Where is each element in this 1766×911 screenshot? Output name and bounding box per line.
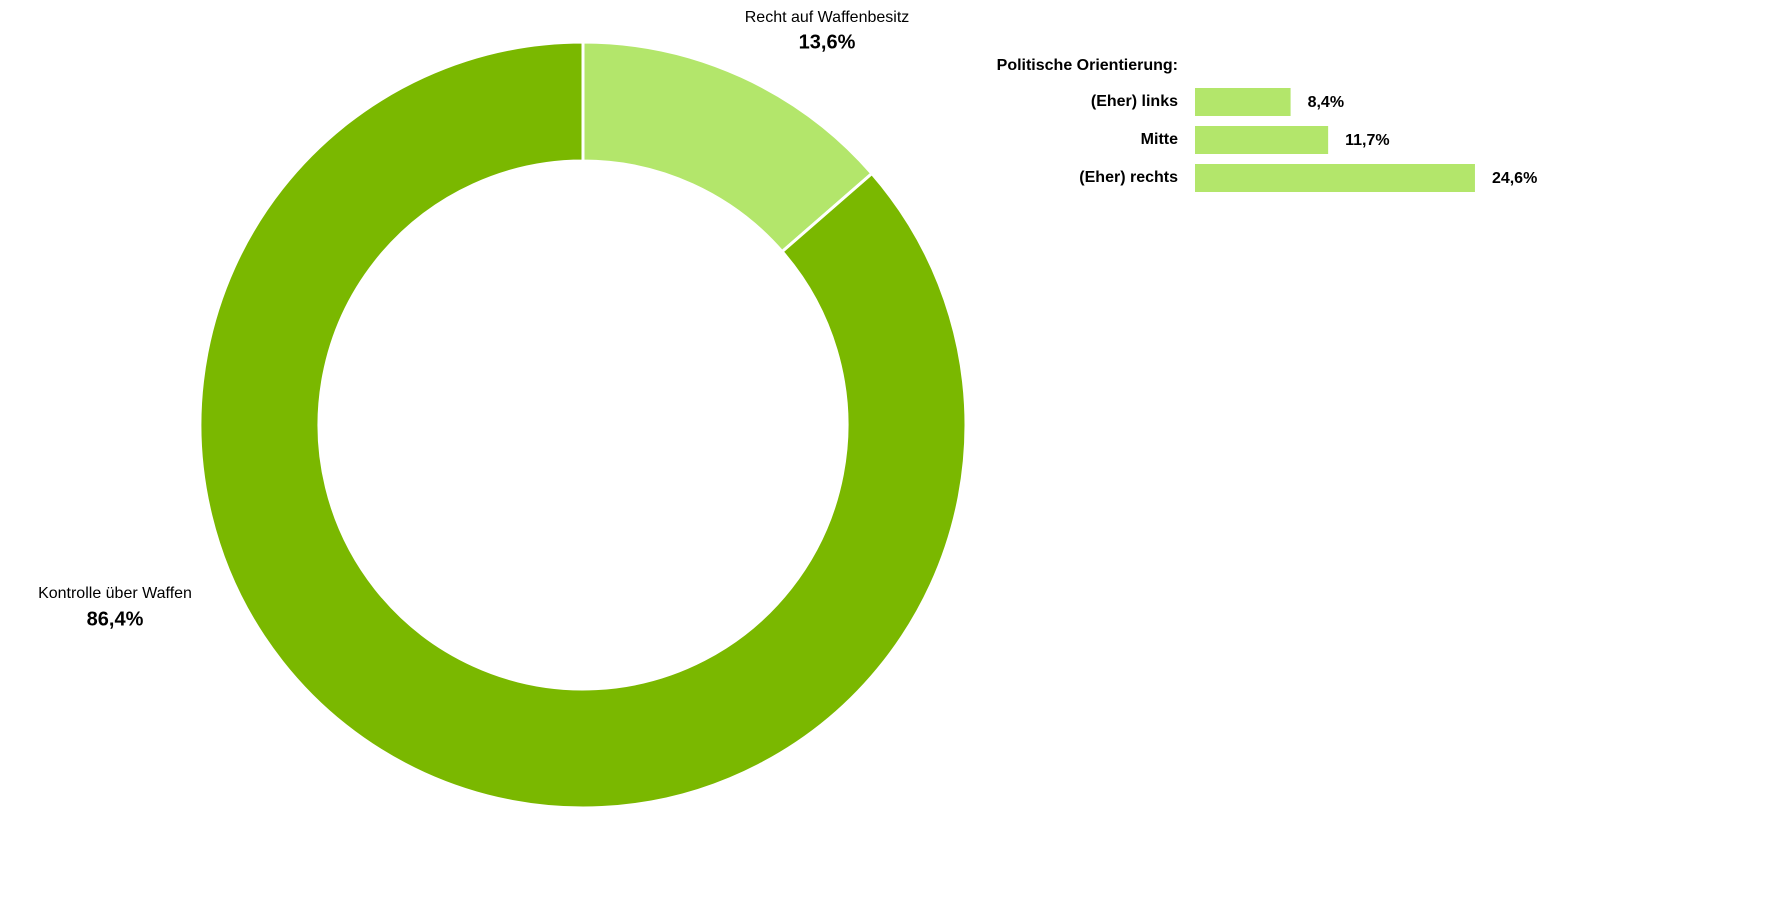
bar: [1195, 88, 1291, 116]
segment-value: 13,6%: [799, 31, 856, 53]
bar-value: 11,7%: [1345, 132, 1389, 149]
segment-label: Recht auf Waffenbesitz: [745, 9, 910, 26]
bar-value: 24,6%: [1492, 170, 1537, 187]
bar-label: (Eher) rechts: [1079, 169, 1178, 186]
bar-label: (Eher) links: [1091, 93, 1178, 110]
bar: [1195, 164, 1475, 192]
bar: [1195, 126, 1329, 154]
segment-value: 86,4%: [87, 608, 144, 630]
bar-label: Mitte: [1141, 131, 1178, 148]
donut-segment: [198, 40, 968, 810]
segment-label: Kontrolle über Waffen: [38, 585, 192, 602]
bar-chart-title: Politische Orientierung:: [997, 57, 1178, 74]
bar-value: 8,4%: [1308, 94, 1344, 111]
